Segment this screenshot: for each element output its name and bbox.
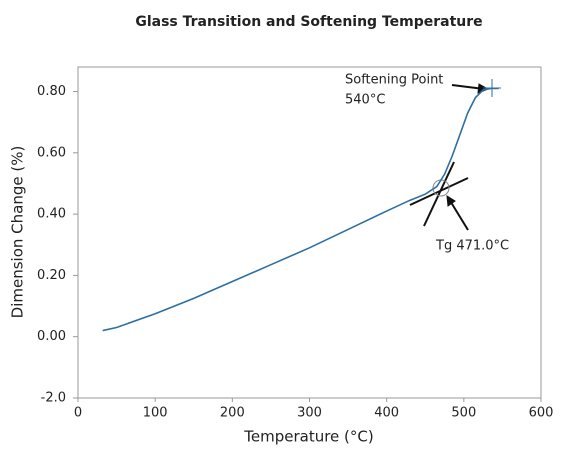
x-tick-label: 500 <box>451 406 476 421</box>
x-tick-label: 100 <box>143 406 168 421</box>
x-tick-label: 0 <box>74 406 82 421</box>
chart-title: Glass Transition and Softening Temperatu… <box>135 14 482 30</box>
data-line <box>102 87 499 332</box>
arrow <box>448 198 469 231</box>
x-tick-label: 200 <box>220 406 245 421</box>
x-tick-label: 300 <box>297 406 322 421</box>
y-axis-label: Dimension Change (%) <box>9 146 27 319</box>
annotation: 540°C <box>345 93 385 108</box>
x-axis-label: Temperature (°C) <box>243 428 373 446</box>
tangent-line <box>409 177 469 206</box>
annotation: Softening Point <box>345 73 443 88</box>
y-tick-label: 0.20 <box>37 268 66 283</box>
y-tick-label: 0.80 <box>37 84 66 99</box>
tangent-line <box>423 161 455 227</box>
annotation: Tg 471.0°C <box>435 239 509 254</box>
y-tick-label: 0.60 <box>37 145 66 160</box>
annotation-shapes <box>409 79 501 231</box>
x-tick-label: 400 <box>374 406 399 421</box>
x-tick-label: 600 <box>529 406 554 421</box>
y-tick-label: -2.0 <box>41 391 66 406</box>
arrow-head <box>446 195 456 207</box>
plot-frame <box>77 66 542 399</box>
y-tick-label: 0.00 <box>37 329 66 344</box>
y-tick-label: 0.40 <box>37 207 66 222</box>
